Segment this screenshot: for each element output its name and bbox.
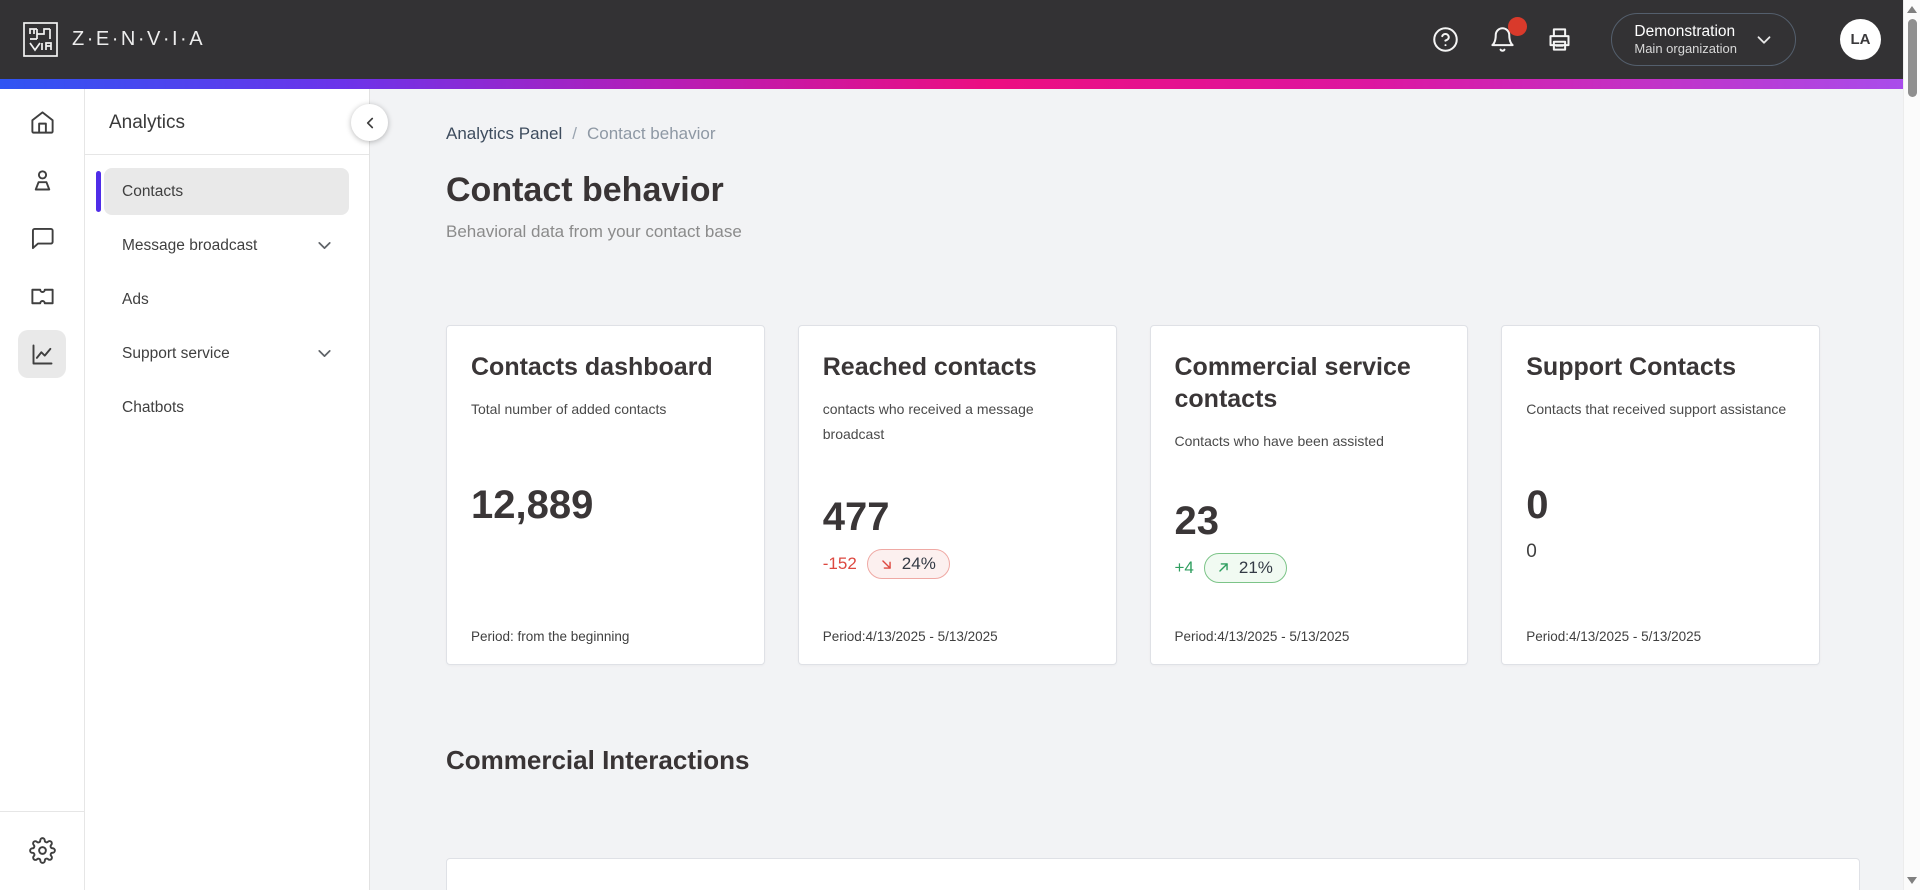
contacts-icon[interactable]: [18, 156, 66, 204]
settings-gear-icon[interactable]: [18, 826, 66, 874]
card-delta-row: [471, 535, 740, 569]
card-commercial-service-contacts: Commercial service contacts Contacts who…: [1149, 325, 1469, 665]
trend-percent: 21%: [1238, 557, 1273, 577]
kpi-cards-row: Contacts dashboard Total number of added…: [446, 325, 1820, 665]
card-value: 0: [1526, 482, 1549, 527]
card-title: Commercial service contacts: [1174, 353, 1411, 413]
scrollbar-thumb[interactable]: [1907, 19, 1917, 97]
sidebar-item-ads[interactable]: Ads: [104, 276, 349, 323]
page-title: Contact behavior: [446, 171, 724, 209]
arrow-up-right-icon: [1219, 563, 1228, 572]
sidebar-item-label: Support service: [122, 344, 230, 362]
organization-switcher[interactable]: Demonstration Main organization: [1611, 13, 1796, 66]
card-contacts-dashboard: Contacts dashboard Total number of added…: [446, 325, 765, 665]
home-icon[interactable]: [18, 98, 66, 146]
card-description: Contacts that received support assistanc…: [1526, 401, 1787, 417]
rail-footer: [0, 811, 84, 890]
main-content: Analytics Panel / Contact behavior Conta…: [370, 89, 1903, 890]
card-period: Period:4/13/2025 - 5/13/2025: [1526, 629, 1702, 644]
sidebar-item-support-service[interactable]: Support service: [104, 330, 349, 377]
user-avatar[interactable]: LA: [1840, 19, 1881, 60]
card-title: Support Contacts: [1526, 353, 1736, 381]
card-period: Period:4/13/2025 - 5/13/2025: [822, 629, 998, 644]
sidebar-item-contacts[interactable]: Contacts: [96, 168, 349, 215]
commercial-interactions-card: [446, 858, 1860, 890]
section-title-commercial-interactions: Commercial Interactions: [446, 745, 750, 775]
card-delta-row: -152 24%: [823, 547, 1092, 581]
page-subtitle: Behavioral data from your contact base: [446, 222, 742, 241]
chevron-down-icon: [314, 343, 335, 364]
top-header: Z·E·N·V·I·A: [0, 0, 1903, 79]
trend-badge: 24%: [866, 549, 950, 580]
card-period: Period: from the beginning: [471, 629, 630, 644]
card-description: contacts who received a message broadcas…: [822, 401, 1034, 443]
scrollbar-up-arrow[interactable]: [1907, 6, 1917, 13]
chevron-down-icon: [314, 235, 335, 256]
sidebar-item-label: Message broadcast: [122, 236, 258, 254]
brand-gradient-bar: [0, 79, 1903, 89]
sidebar-item-message-broadcast[interactable]: Message broadcast: [104, 222, 349, 269]
notification-badge: [1508, 17, 1528, 36]
delta-value: -152: [822, 554, 857, 574]
help-icon[interactable]: [1432, 26, 1459, 53]
zenvia-logo-icon: [22, 21, 59, 58]
icon-rail: [0, 89, 85, 890]
breadcrumb-separator: /: [572, 124, 577, 143]
organization-subtitle: Main organization: [1634, 41, 1737, 57]
analytics-icon[interactable]: [18, 330, 66, 378]
card-description: Total number of added contacts: [471, 401, 667, 417]
trend-badge: 21%: [1203, 552, 1287, 583]
sidebar-collapse-button[interactable]: [351, 104, 388, 141]
organization-name: Demonstration: [1634, 22, 1736, 40]
trend-percent: 24%: [901, 554, 936, 574]
scrollbar-down-arrow[interactable]: [1907, 877, 1917, 884]
card-value: 477: [822, 495, 890, 540]
card-delta-row: 0: [1526, 535, 1795, 569]
breadcrumb-current: Contact behavior: [586, 124, 716, 143]
conversations-icon[interactable]: [18, 214, 66, 262]
zenvia-brand[interactable]: Z·E·N·V·I·A: [22, 21, 205, 58]
card-title: Reached contacts: [822, 353, 1037, 381]
card-title: Contacts dashboard: [471, 353, 713, 381]
divider: [85, 154, 369, 155]
printer-icon[interactable]: [1546, 26, 1573, 53]
arrow-down-right-icon: [882, 559, 891, 569]
card-value: 23: [1174, 498, 1220, 543]
card-support-contacts: Support Contacts Contacts that received …: [1501, 325, 1820, 665]
card-reached-contacts: Reached contacts contacts who received a…: [797, 325, 1117, 665]
card-value: 12,889: [471, 482, 594, 527]
vertical-scrollbar[interactable]: [1903, 0, 1920, 890]
breadcrumb: Analytics Panel / Contact behavior: [446, 124, 1820, 144]
card-delta-row: +4 21%: [1175, 551, 1444, 585]
delta-value: +4: [1174, 557, 1194, 577]
secondary-value: 0: [1526, 540, 1537, 562]
sidebar-item-label: Chatbots: [122, 398, 185, 416]
breadcrumb-analytics-panel[interactable]: Analytics Panel: [446, 124, 563, 143]
notification-bell-icon[interactable]: [1489, 17, 1528, 53]
card-period: Period:4/13/2025 - 5/13/2025: [1174, 629, 1350, 644]
card-description: Contacts who have been assisted: [1174, 433, 1384, 449]
brand-wordmark: Z·E·N·V·I·A: [72, 28, 206, 50]
sidebar-title: Analytics: [109, 112, 186, 133]
ticket-icon[interactable]: [18, 272, 66, 320]
sidebar-item-label: Ads: [122, 290, 149, 308]
chevron-down-icon: [1753, 29, 1775, 51]
sidebar-item-label: Contacts: [122, 182, 184, 200]
analytics-sidebar: Analytics Contacts Message broadcast Ads…: [85, 89, 370, 890]
sidebar-item-chatbots[interactable]: Chatbots: [104, 384, 349, 431]
